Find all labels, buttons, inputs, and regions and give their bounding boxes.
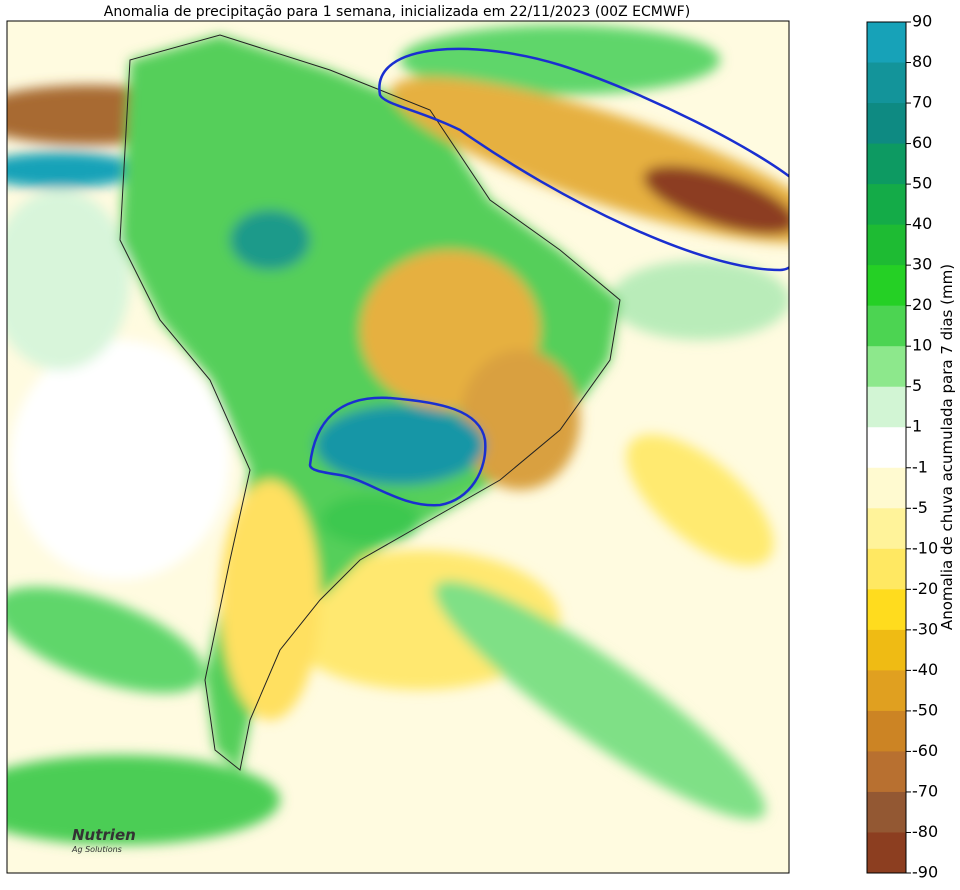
- colorbar-segment: [867, 670, 906, 712]
- colorbar-segment: [867, 548, 906, 590]
- map-title: Anomalia de precipitação para 1 semana, …: [104, 4, 690, 20]
- colorbar-tick-label: -50: [912, 700, 938, 719]
- colorbar-segment: [867, 265, 906, 307]
- colorbar-tick-label: -1: [912, 457, 928, 476]
- colorbar-tick-label: -40: [912, 660, 938, 679]
- logo-tagline: Ag Solutions: [71, 845, 122, 854]
- colorbar-segment: [867, 427, 906, 469]
- colorbar-tick-label: -30: [912, 619, 938, 638]
- colorbar-tick-label: -20: [912, 579, 938, 598]
- colorbar-segment: [867, 305, 906, 347]
- logo-name: Nutrien: [72, 826, 136, 844]
- colorbar-segment: [867, 751, 906, 793]
- colorbar-tick-label: 60: [912, 133, 932, 152]
- colorbar-frame: [866, 21, 907, 874]
- colorbar-tick-label: 5: [912, 376, 922, 395]
- colorbar-tick-label: -5: [912, 498, 928, 517]
- colorbar-tick-label: 20: [912, 295, 932, 314]
- colorbar-segment: [867, 22, 906, 64]
- colorbar-tick-label: 80: [912, 52, 932, 71]
- colorbar: 90 80 70 60 50 40 30 20 10 5 1 -1 -5 -10 -20 -30 -40 -50 -…: [866, 12, 938, 882]
- colorbar-tick-label: 50: [912, 174, 932, 193]
- colorbar-segment: [867, 629, 906, 671]
- colorbar-label: Anomalia de chuva acumulada para 7 dias …: [938, 264, 956, 630]
- colorbar-tick-label: 1: [912, 417, 922, 436]
- colorbar-tick-label: 10: [912, 336, 932, 355]
- colorbar-segment: [867, 832, 906, 874]
- colorbar-segment: [867, 184, 906, 226]
- colorbar-segment: [867, 508, 906, 550]
- colorbar-segment: [867, 62, 906, 104]
- colorbar-segment: [867, 103, 906, 145]
- colorbar-tick-label: 40: [912, 214, 932, 233]
- colorbar-tick-label: -70: [912, 781, 938, 800]
- colorbar-segment: [867, 143, 906, 185]
- colorbar-segment: [867, 589, 906, 631]
- colorbar-segment: [867, 224, 906, 266]
- colorbar-tick-label: -60: [912, 741, 938, 760]
- map: [7, 21, 789, 873]
- colorbar-tick-label: 70: [912, 93, 932, 112]
- colorbar-tick-label: 90: [912, 12, 932, 31]
- colorbar-segment: [867, 346, 906, 388]
- colorbar-tick-label: -80: [912, 822, 938, 841]
- colorbar-tick-label: 30: [912, 255, 932, 274]
- colorbar-segment: [867, 791, 906, 833]
- colorbar-segment: [867, 386, 906, 428]
- colorbar-tick-label: -90: [912, 863, 938, 882]
- colorbar-tick-label: -10: [912, 538, 938, 557]
- colorbar-segment: [867, 710, 906, 752]
- colorbar-segment: [867, 467, 906, 509]
